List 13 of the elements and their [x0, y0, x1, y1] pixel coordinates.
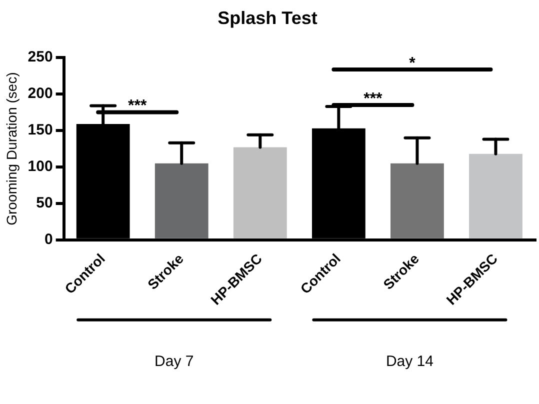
y-tick-label: 100 [28, 158, 53, 176]
y-axis-title: Grooming Duration (sec) [3, 72, 20, 226]
y-tick-label: 200 [28, 85, 53, 102]
text: Day 14 [386, 353, 434, 370]
y-tick-label: 250 [28, 48, 53, 66]
y-tick-label: 0 [44, 231, 53, 248]
annotation: * [409, 54, 416, 72]
y-tick-label: 150 [28, 122, 53, 139]
annotation: *** [364, 90, 384, 108]
y-tick-label: 50 [36, 194, 53, 212]
text: Day 7 [154, 353, 194, 370]
chart-title: Splash Test [218, 8, 318, 28]
annotation: *** [128, 98, 148, 115]
